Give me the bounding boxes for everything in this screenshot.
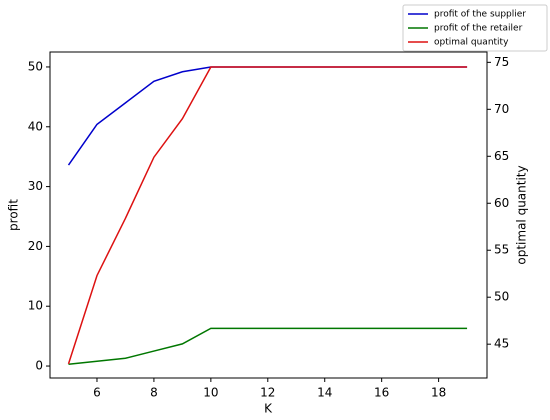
x-tick-label: 10 bbox=[203, 386, 218, 400]
y2-axis-label: optimal quantity bbox=[515, 165, 529, 264]
line-series bbox=[67, 66, 468, 365]
y2-tick-label: 55 bbox=[494, 243, 509, 257]
y2-tick-label: 50 bbox=[494, 290, 509, 304]
legend-label: profit of the retailer bbox=[434, 24, 523, 34]
y-tick-label: 10 bbox=[28, 299, 43, 313]
y-tick-label: 40 bbox=[28, 119, 43, 133]
legend: profit of the supplier profit of the reta… bbox=[408, 10, 526, 48]
x-tick-label: 8 bbox=[150, 386, 158, 400]
y-tick-label: 50 bbox=[28, 59, 43, 73]
y2-tick-label: 45 bbox=[494, 337, 509, 351]
y2-tick-label: 70 bbox=[494, 102, 509, 116]
x-tick-label: 18 bbox=[431, 386, 446, 400]
x-tick-label: 14 bbox=[317, 386, 332, 400]
y2-tick-label: 60 bbox=[494, 196, 509, 210]
y-tick-label: 20 bbox=[28, 239, 43, 253]
y-axis-label: profit bbox=[7, 199, 21, 231]
y2-tick-label: 75 bbox=[494, 55, 509, 69]
x-axis-label: K bbox=[264, 402, 273, 416]
legend-label: profit of the supplier bbox=[434, 10, 526, 20]
x-tick-label: 16 bbox=[374, 386, 389, 400]
plot-frame bbox=[49, 51, 488, 379]
line-series bbox=[68, 327, 468, 365]
y-tick-label: 0 bbox=[35, 359, 43, 373]
x-tick-label: 6 bbox=[93, 386, 101, 400]
y-tick-label: 30 bbox=[28, 179, 43, 193]
x-tick-label: 12 bbox=[260, 386, 275, 400]
legend-box bbox=[402, 4, 548, 52]
y2-tick-label: 65 bbox=[494, 149, 509, 163]
line-series bbox=[67, 66, 468, 166]
legend-label: optimal quantity bbox=[434, 38, 509, 48]
